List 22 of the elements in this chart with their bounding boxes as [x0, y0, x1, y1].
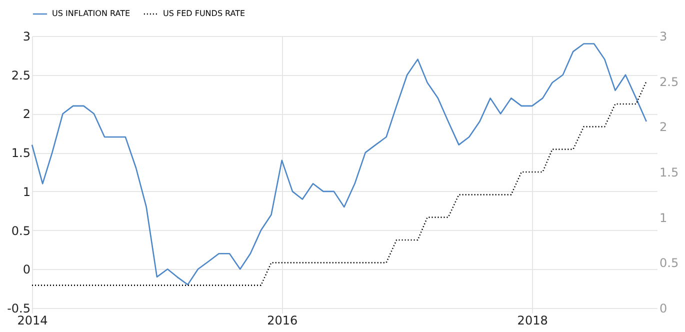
- y2-tick-label: 1.5: [660, 166, 679, 180]
- x-tick-label: 2016: [267, 314, 298, 328]
- y-tick-label: 2: [22, 107, 30, 122]
- y2-tick-label: 1: [660, 210, 668, 225]
- y-tick-label: 0.5: [11, 224, 30, 238]
- legend-label: US FED FUNDS RATE: [163, 9, 246, 18]
- y2-tick-label: 0.5: [660, 256, 679, 270]
- y2-tick-label: 2.5: [660, 74, 679, 89]
- y-tick-label: 1: [22, 184, 30, 199]
- legend-label: US INFLATION RATE: [52, 9, 130, 18]
- x-tick-label: 2014: [17, 314, 48, 328]
- line-series: [31, 43, 648, 286]
- y-tick-label: -0.5: [7, 302, 30, 316]
- x-tick-label: 2018: [517, 314, 548, 328]
- y2-tick-label: 3: [660, 30, 668, 44]
- y2-tick-label: 2: [660, 120, 668, 134]
- y-tick-label: 1.5: [11, 146, 30, 160]
- y-tick-label: 3: [22, 30, 30, 44]
- y-tick-label: 0: [22, 262, 30, 277]
- y2-tick-label: 0: [660, 302, 668, 316]
- line-series: [31, 80, 648, 286]
- y-tick-label: 2.5: [11, 68, 30, 82]
